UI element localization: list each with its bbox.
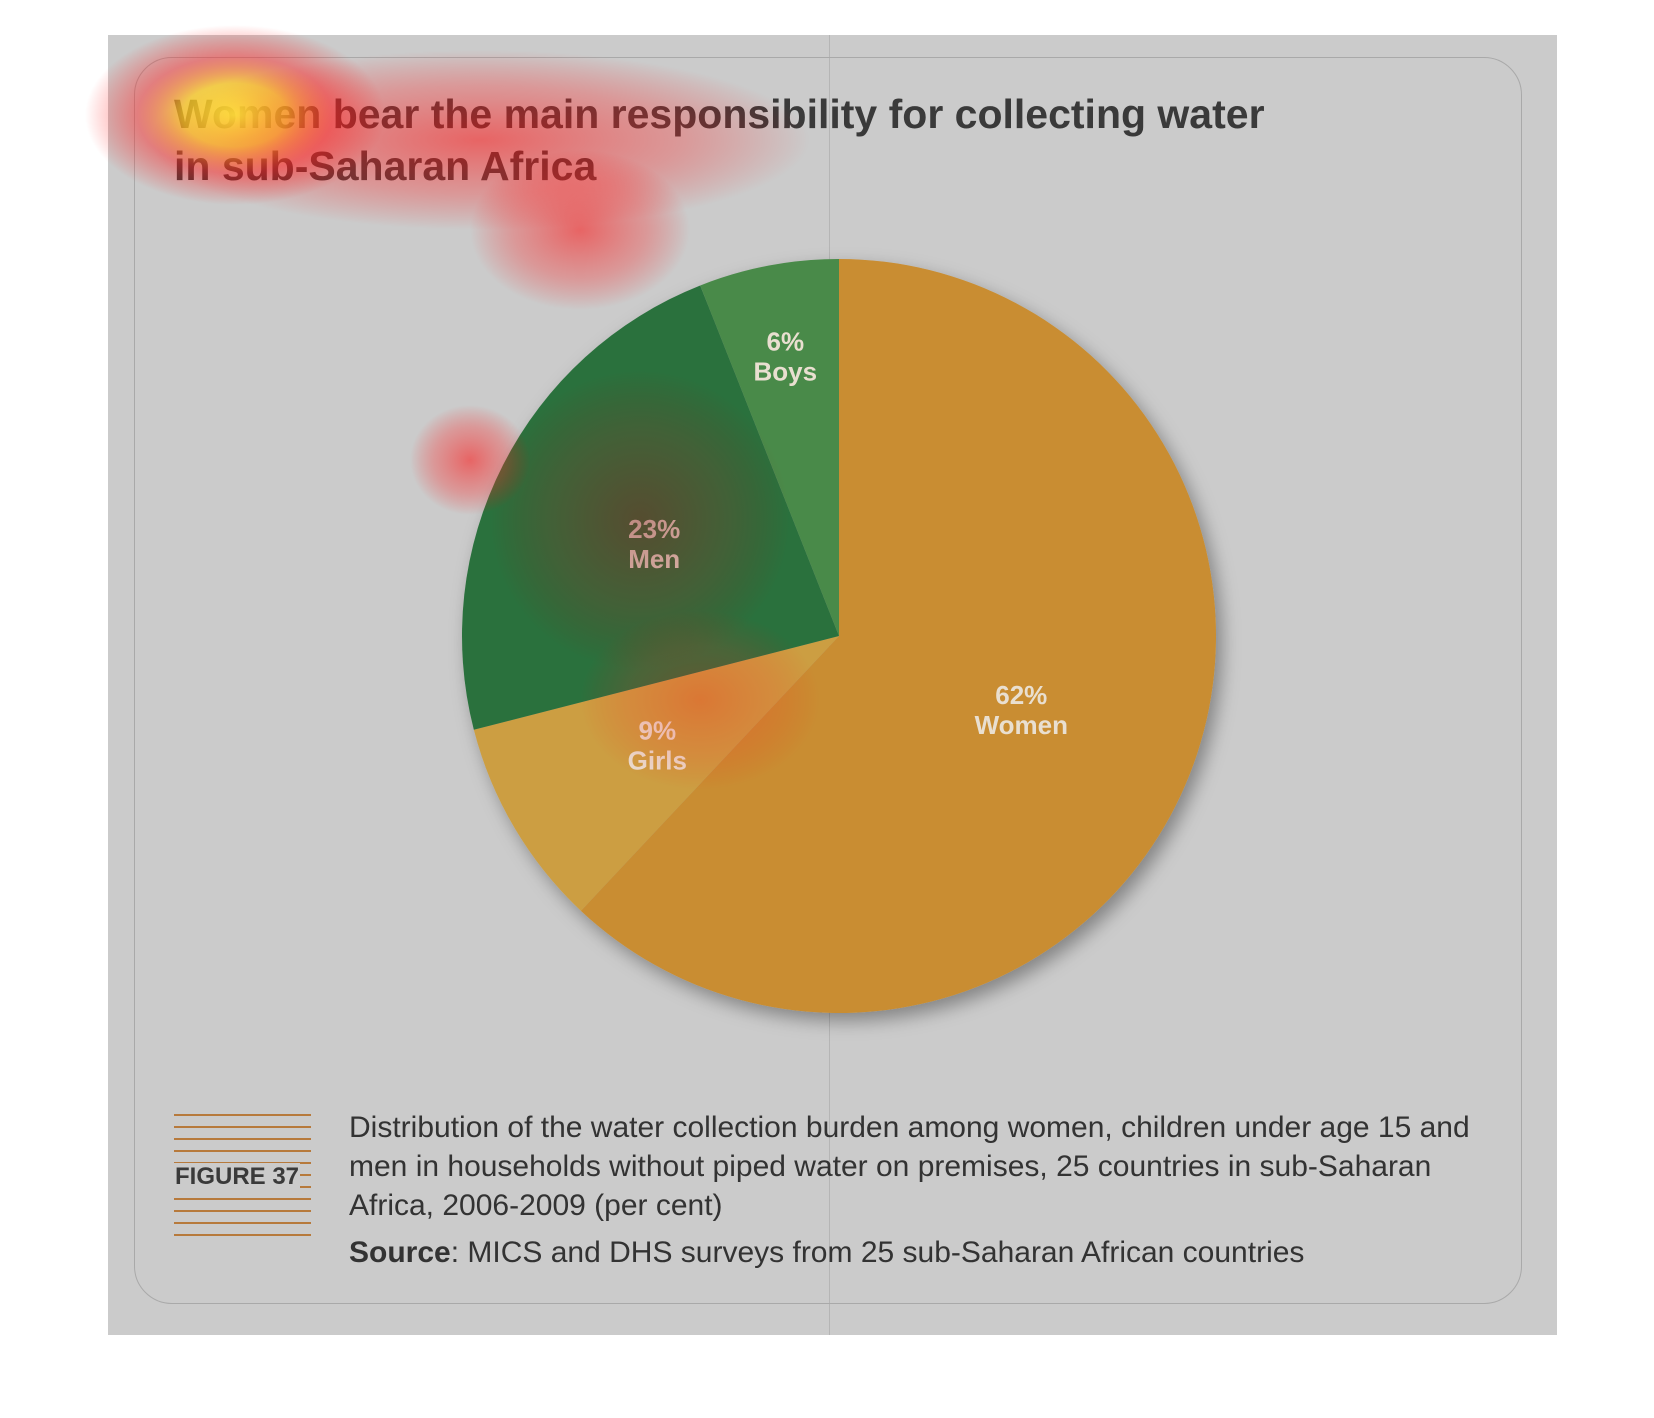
source-label: Source: [349, 1236, 451, 1269]
figure-number: FIGURE 37: [174, 1163, 301, 1191]
source-text: : MICS and DHS surveys from 25 sub-Sahar…: [450, 1236, 1305, 1269]
figure-source: Source: MICS and DHS surveys from 25 sub…: [349, 1233, 1499, 1272]
figure-stripe: [174, 1234, 311, 1236]
figure-stripe: [174, 1126, 311, 1128]
slice-name-label: Women: [975, 710, 1068, 740]
figure-stripe: [174, 1210, 311, 1212]
pie-slice-women: [580, 259, 1217, 1013]
slice-name-label: Men: [628, 544, 680, 574]
figure-stripe: [174, 1222, 311, 1224]
slice-name-label: Boys: [754, 357, 818, 387]
figure-frame: [134, 57, 1522, 1304]
figure-caption: Distribution of the water collection bur…: [349, 1111, 1470, 1222]
slice-value-label: 23%: [628, 514, 680, 544]
figure-stripe: [174, 1114, 311, 1116]
figure-stripe: [174, 1198, 311, 1200]
slice-name-label: Girls: [628, 746, 687, 776]
slice-value-label: 9%: [639, 716, 677, 746]
figure-stripe: [174, 1150, 311, 1152]
figure-stripe: [174, 1138, 311, 1140]
slice-value-label: 6%: [767, 327, 805, 357]
slice-value-label: 62%: [995, 680, 1047, 710]
